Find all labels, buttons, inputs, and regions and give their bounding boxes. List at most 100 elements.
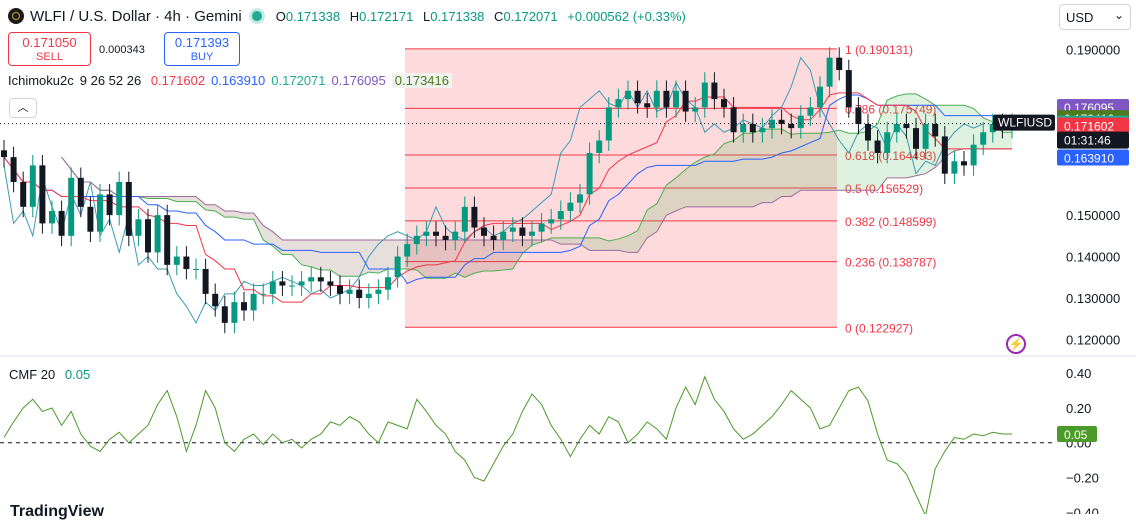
candle-body	[346, 289, 353, 294]
candle-body	[644, 103, 651, 108]
cmf-value-badge	[1057, 426, 1097, 443]
ichimoku-cloud-segment	[340, 239, 350, 277]
ichimoku-cloud-segment	[925, 99, 936, 174]
ichimoku-cloud-segment	[724, 140, 734, 207]
candle-body	[394, 256, 401, 278]
ichimoku-cloud-segment	[445, 239, 456, 279]
fib-level-label: 0.236 (0.138787)	[845, 256, 936, 270]
cmf-value-badge-label: 0.05	[1064, 428, 1088, 442]
ichimoku-cloud-segment	[810, 133, 820, 191]
candle-body	[836, 57, 843, 71]
ohlc-close-key: C	[494, 8, 504, 24]
candle-body	[20, 181, 27, 207]
ichimoku-cloud-segment	[656, 185, 667, 232]
candle-body	[433, 231, 439, 236]
ichimoku-name: Ichimoku2c	[8, 73, 74, 88]
candle-body	[337, 285, 343, 294]
candle-body	[481, 227, 487, 236]
candle-body	[596, 140, 603, 153]
tradingview-watermark: TradingView	[10, 503, 104, 520]
sell-button[interactable]: 0.171050 SELL	[8, 32, 91, 66]
ohlc-low-value: 0.171338	[430, 8, 485, 24]
symbol-badge	[993, 114, 1055, 131]
cmf-value: 0.05	[64, 367, 91, 382]
ichimoku-cloud-segment	[196, 196, 206, 210]
currency-select[interactable]: USD ⌄	[1059, 4, 1131, 30]
currency-value: USD	[1066, 10, 1094, 25]
collapse-legend-button[interactable]: ︿	[9, 98, 37, 118]
ichimoku-legend[interactable]: Ichimoku2c 9 26 52 26 0.171602 0.163910 0.1…	[8, 73, 458, 88]
candle-body	[356, 289, 363, 298]
candle-body	[183, 256, 190, 269]
symbol-badge-label: WLFIUSD	[998, 116, 1052, 130]
price-axis-tick: 0.190000	[1066, 42, 1120, 57]
lightning-icon[interactable]: ⚡	[1006, 334, 1026, 354]
candle-body	[490, 235, 497, 240]
ichimoku-cloud-segment	[359, 239, 369, 277]
candle-body	[404, 244, 411, 257]
candle-body	[260, 293, 267, 295]
cmf-legend[interactable]: CMF 20 0.05	[9, 367, 90, 382]
ichimoku-cloud-segment	[743, 133, 753, 207]
ichimoku-cloud-segment	[1002, 132, 1012, 149]
candle-body	[903, 123, 910, 129]
candle-body	[164, 215, 171, 265]
candle-body	[932, 123, 939, 137]
candle-body	[39, 165, 46, 224]
cmf-axis-tick: 0.40	[1066, 366, 1091, 381]
cmf-axis-tick: −0.40	[1066, 505, 1099, 514]
candle-body	[721, 99, 727, 108]
candle-body	[49, 210, 55, 224]
ichimoku-conversion-line	[3, 92, 1012, 303]
buy-price: 0.171393	[174, 35, 230, 50]
candle-body	[327, 281, 334, 286]
price-axis-tick: 0.150000	[1066, 208, 1120, 223]
ichimoku-cloud-segment	[368, 239, 379, 274]
market-open-icon	[251, 11, 262, 21]
candle-body	[97, 194, 103, 232]
ichimoku-cloud-segment	[896, 93, 907, 178]
countdown-label: 01:31:46	[1064, 134, 1111, 148]
candle-body	[586, 152, 593, 195]
ichimoku-cloud-segment	[186, 196, 196, 202]
symbol-title[interactable]: WLFI / U.S. Dollar · 4h · Gemini	[30, 7, 242, 25]
candle-body	[826, 57, 833, 87]
cmf-line	[3, 375, 1012, 514]
fib-level-label: 1 (0.190131)	[845, 43, 913, 57]
ichimoku-cloud-segment	[474, 239, 484, 274]
ichimoku-cloud-segment	[205, 204, 216, 211]
price-axis-tick: 0.140000	[1066, 250, 1120, 265]
ichimoku-cloud-segment	[253, 213, 264, 240]
candle-body	[778, 119, 785, 124]
candle-body	[874, 140, 881, 153]
candle-body	[87, 206, 94, 232]
ichimoku-cloud-segment	[733, 133, 744, 207]
candle-body	[941, 136, 948, 174]
ichimoku-cloud-segment	[570, 237, 580, 245]
ichimoku-cloud-segment	[320, 239, 331, 271]
ohlc-high-value: 0.172171	[359, 8, 414, 24]
candle-body	[173, 256, 180, 265]
candle-body	[116, 181, 123, 216]
cmf-name: CMF	[9, 367, 38, 382]
fib-level-label: 0.5 (0.156529)	[845, 182, 923, 196]
ichimoku-cloud-segment	[752, 129, 763, 207]
ichimoku-cloud-segment	[330, 239, 340, 277]
ichimoku-base-line	[3, 94, 1012, 285]
fib-level-label: 0.382 (0.148599)	[845, 215, 936, 229]
ichimoku-cloud-segment	[589, 237, 600, 251]
candle-body	[961, 161, 967, 166]
candle-body	[452, 231, 459, 240]
candle-body	[701, 82, 708, 108]
candle-body	[980, 132, 987, 145]
ichimoku-cloud-segment	[647, 203, 657, 238]
buy-button[interactable]: 0.171393 BUY	[164, 32, 240, 66]
candle-body	[884, 132, 891, 153]
ichimoku-cloud-segment	[791, 133, 801, 197]
ichimoku-base-value: 0.163910	[211, 73, 266, 88]
ichimoku-leading-b-line	[61, 148, 1012, 253]
ichimoku-cloud-segment	[695, 157, 705, 207]
symbol-logo-icon	[8, 8, 24, 24]
candle-body	[519, 227, 526, 236]
